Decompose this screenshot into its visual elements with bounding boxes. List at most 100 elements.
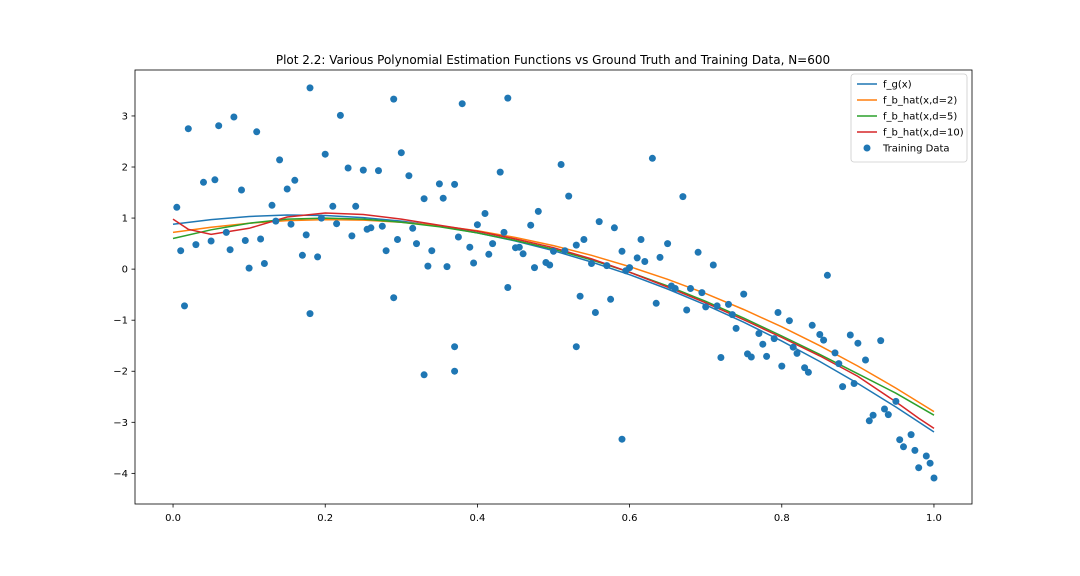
data-point — [230, 113, 238, 121]
data-point — [238, 186, 245, 194]
data-point — [633, 254, 641, 262]
y-tick-label: 0 — [122, 265, 128, 276]
y-tick-label: 1 — [122, 214, 128, 225]
data-point — [546, 261, 554, 269]
data-point — [451, 343, 459, 351]
data-point — [435, 180, 443, 188]
data-point — [732, 324, 740, 332]
data-point — [359, 166, 367, 174]
data-point — [515, 243, 523, 251]
data-point — [321, 150, 329, 158]
data-point — [915, 464, 923, 472]
data-point — [283, 185, 291, 193]
data-point — [245, 264, 253, 272]
data-point — [443, 263, 451, 271]
data-point — [930, 474, 938, 482]
data-point — [375, 167, 382, 175]
data-point — [808, 321, 816, 329]
data-point — [226, 246, 234, 254]
x-tick-label: 0.8 — [774, 513, 790, 524]
data-point — [687, 285, 694, 292]
data-point — [496, 168, 504, 176]
data-point — [336, 111, 344, 119]
data-point — [390, 294, 398, 302]
data-point — [664, 240, 672, 248]
data-point — [333, 220, 341, 228]
data-point — [519, 250, 527, 258]
data-point — [744, 350, 751, 358]
legend-label: f_b_hat(x,d=5) — [883, 112, 957, 123]
data-point — [709, 261, 717, 269]
data-point — [785, 317, 793, 325]
data-point — [846, 331, 854, 339]
data-point — [702, 303, 710, 311]
plot-area — [135, 70, 972, 504]
data-point — [413, 240, 420, 248]
data-point — [298, 251, 306, 259]
data-point — [698, 289, 706, 297]
data-point — [759, 340, 767, 348]
data-point — [531, 264, 538, 272]
data-point — [200, 178, 207, 186]
data-point — [881, 405, 888, 413]
data-point — [839, 383, 847, 391]
data-point — [481, 210, 489, 217]
data-point — [287, 220, 295, 228]
data-point — [591, 309, 599, 316]
x-tick-label: 0.2 — [317, 513, 333, 524]
legend-marker-swatch — [863, 144, 871, 152]
chart-title: Plot 2.2: Various Polynomial Estimation … — [276, 53, 830, 67]
legend-label: Training Data — [882, 144, 950, 155]
data-point — [763, 352, 771, 360]
data-point — [458, 100, 466, 108]
data-point — [272, 217, 280, 225]
series-line-1 — [172, 218, 935, 413]
data-point — [804, 368, 812, 376]
data-point — [816, 331, 824, 338]
data-point — [184, 125, 192, 133]
data-point — [774, 309, 782, 316]
data-point — [641, 258, 649, 265]
data-point — [211, 176, 219, 184]
x-tick-label: 0.4 — [469, 513, 485, 524]
data-point — [869, 411, 877, 419]
data-point — [789, 343, 797, 351]
y-tick-label: 3 — [122, 111, 128, 122]
data-point — [572, 241, 580, 249]
data-point — [728, 311, 736, 319]
data-point — [862, 356, 869, 364]
data-point — [420, 195, 428, 203]
data-point — [420, 371, 428, 379]
data-point — [607, 295, 615, 303]
data-point — [363, 225, 371, 233]
data-point — [222, 228, 230, 236]
legend: f_g(x) f_b_hat(x,d=2) f_b_hat(x,d=5) f_b_ha… — [850, 73, 968, 163]
data-point — [466, 243, 474, 251]
data-point — [561, 247, 569, 255]
data-point — [850, 380, 858, 387]
y-tick-label: −4 — [113, 469, 128, 480]
legend-label: f_b_hat(x,d=2) — [883, 96, 957, 107]
data-point — [884, 411, 892, 419]
data-point — [500, 228, 508, 236]
data-point — [854, 339, 862, 347]
legend-label: f_g(x) — [883, 80, 912, 91]
data-point — [534, 207, 542, 215]
data-point — [637, 236, 645, 243]
y-tick-label: 2 — [122, 163, 128, 174]
data-point — [603, 262, 611, 270]
data-point — [922, 452, 930, 460]
data-point — [394, 236, 401, 243]
data-point — [610, 224, 618, 232]
data-point — [527, 221, 535, 229]
data-point — [215, 122, 223, 130]
data-point — [241, 237, 249, 244]
data-point — [306, 84, 314, 92]
data-point — [550, 247, 557, 255]
data-point — [382, 247, 390, 255]
data-point — [177, 247, 185, 255]
data-point — [260, 260, 268, 267]
data-point — [926, 459, 934, 467]
y-tick-label: −2 — [113, 367, 128, 378]
x-tick-label: 0.0 — [165, 513, 181, 524]
